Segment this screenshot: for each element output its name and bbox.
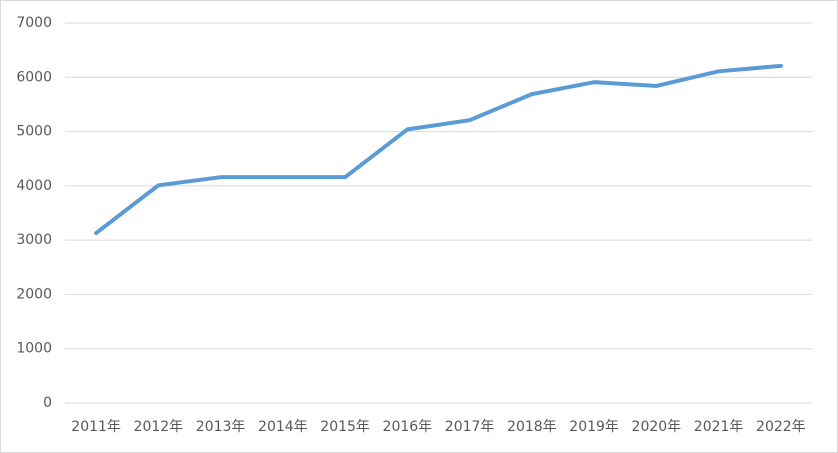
x-tick-label: 2015年 [320, 419, 370, 435]
data-line [94, 63, 783, 236]
x-tick-label: 2014年 [258, 419, 308, 435]
y-tick-label: 4000 [16, 178, 52, 194]
y-tick-label: 6000 [16, 69, 52, 85]
x-tick-label: 2021年 [694, 419, 744, 435]
y-tick-label: 0 [43, 395, 52, 411]
x-tick-label: 2018年 [507, 419, 557, 435]
x-tick-label: 2011年 [71, 419, 121, 435]
x-tick-label: 2016年 [383, 419, 433, 435]
x-tick-label: 2019年 [569, 419, 619, 435]
x-tick-label: 2022年 [756, 419, 806, 435]
y-tick-label: 1000 [16, 341, 52, 357]
x-tick-label: 2017年 [445, 419, 495, 435]
x-tick-label: 2020年 [632, 419, 682, 435]
y-tick-label: 7000 [16, 15, 52, 31]
x-tick-label: 2012年 [134, 419, 184, 435]
y-tick-label: 2000 [16, 286, 52, 302]
x-tick-label: 2013年 [196, 419, 246, 435]
y-tick-label: 3000 [16, 232, 52, 248]
y-tick-label: 5000 [16, 124, 52, 140]
